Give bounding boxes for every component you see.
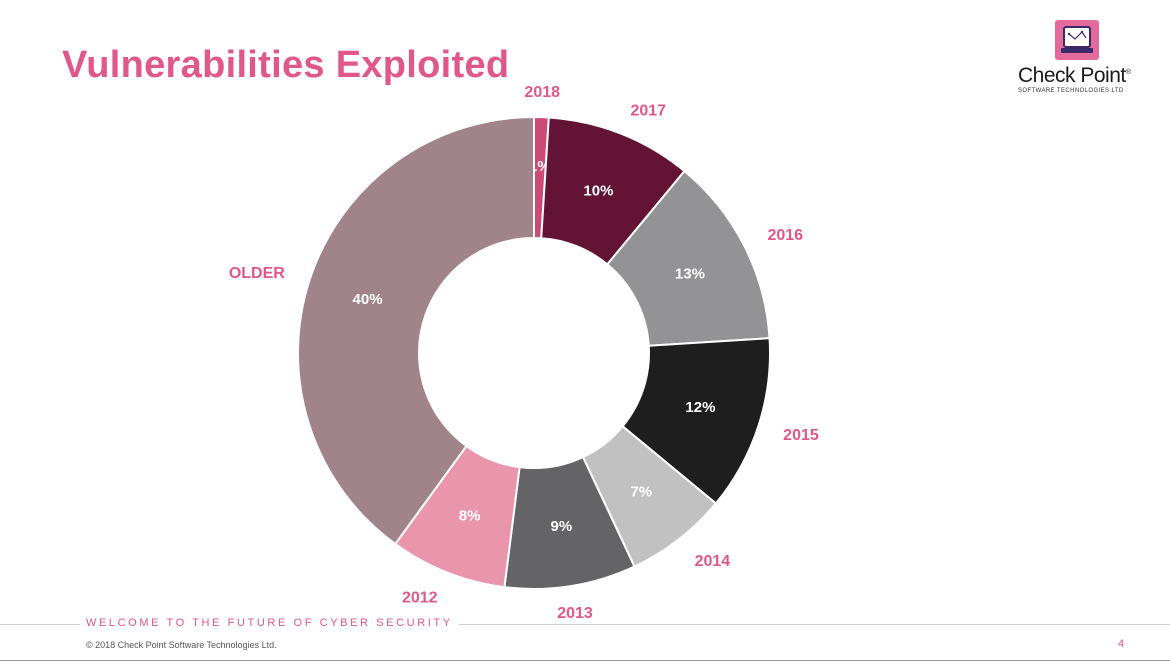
footer-tagline: WELCOME TO THE FUTURE OF CYBER SECURITY [80,617,459,629]
value-label-2012: 8% [459,508,481,525]
footer-copyright: © 2018 Check Point Software Technologies… [86,640,277,650]
category-label-2016: 2016 [767,227,803,244]
value-label-older: 40% [353,291,383,308]
value-label-2017: 10% [583,182,613,199]
category-label-2017: 2017 [630,102,666,119]
category-label-2014: 2014 [695,553,731,570]
page-number: 4 [1118,638,1125,650]
logo-subtitle: SOFTWARE TECHNOLOGIES LTD [1018,88,1124,94]
footer-divider [0,624,1170,625]
donut-slice-older [297,115,535,546]
check-point-logo: Check Point® SOFTWARE TECHNOLOGIES LTD [1008,18,1148,98]
value-label-2014: 7% [630,483,652,500]
category-label-2018: 2018 [524,84,560,101]
category-label-2012: 2012 [402,590,438,607]
slide-title: Vulnerabilities Exploited [62,44,510,86]
footer-bottom-rule [0,660,1170,661]
value-label-2013: 9% [551,518,573,535]
value-label-2015: 12% [685,399,715,416]
category-label-older: OLDER [229,265,285,282]
logo-mark-icon [1055,20,1099,60]
donut-slice-2016 [605,169,771,347]
logo-name: Check Point® [1018,64,1131,87]
category-label-2015: 2015 [783,427,819,444]
category-label-2013: 2013 [557,605,593,622]
value-label-2016: 13% [675,266,705,283]
